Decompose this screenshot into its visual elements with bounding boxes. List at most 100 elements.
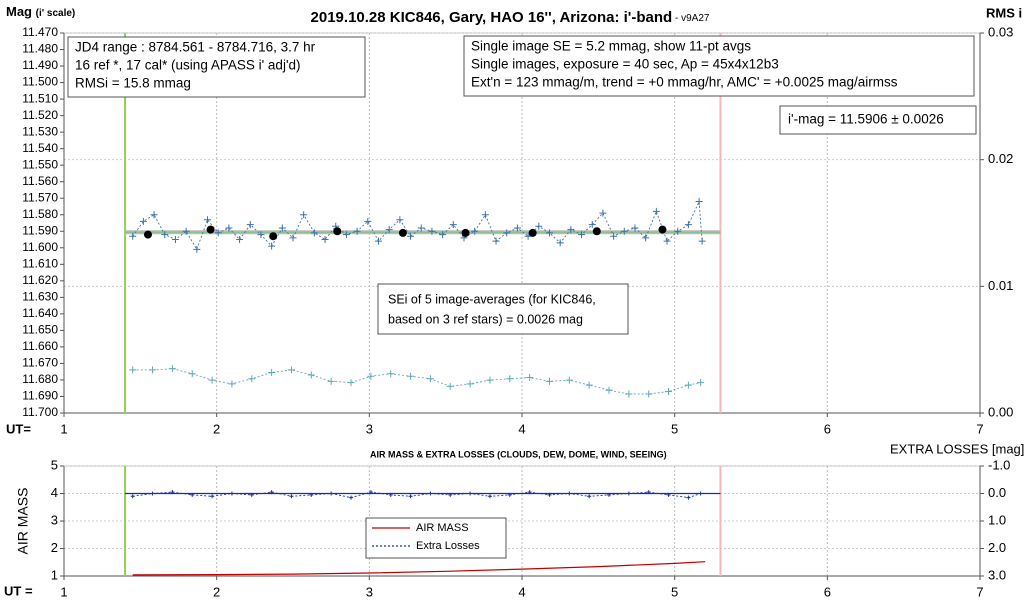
data-point bbox=[439, 231, 447, 239]
y-tick-label: 2 bbox=[51, 540, 58, 555]
data-point bbox=[684, 221, 692, 229]
data-point bbox=[171, 236, 179, 244]
data-point bbox=[599, 209, 607, 217]
data-point bbox=[695, 198, 703, 206]
data-point bbox=[289, 494, 294, 499]
data-point bbox=[129, 366, 137, 374]
data-point bbox=[607, 492, 612, 497]
data-point bbox=[236, 236, 244, 244]
average-point bbox=[658, 225, 667, 234]
data-point bbox=[625, 390, 633, 398]
x-tick-label: 2 bbox=[213, 421, 220, 436]
data-point bbox=[287, 366, 295, 374]
info-text: RMSi = 15.8 mmag bbox=[75, 76, 191, 91]
version-text: - v9A27 bbox=[672, 13, 710, 24]
x-tick-label: 7 bbox=[976, 421, 983, 436]
legend bbox=[365, 517, 507, 559]
data-point bbox=[567, 491, 572, 496]
data-point bbox=[149, 366, 157, 374]
data-point bbox=[193, 245, 201, 253]
data-point bbox=[428, 227, 436, 235]
data-point bbox=[407, 372, 415, 380]
data-point bbox=[269, 490, 274, 495]
x-tick-label: 7 bbox=[976, 584, 983, 599]
data-point bbox=[364, 217, 372, 225]
y-tick-label: 11.630 bbox=[22, 290, 58, 304]
data-point bbox=[385, 226, 393, 234]
y2-tick-label: 2.0 bbox=[988, 540, 1006, 555]
sei-text: SEi of 5 image-averages (for KIC846, bbox=[388, 292, 596, 306]
data-point bbox=[620, 227, 628, 235]
y-tick-label: 11.470 bbox=[22, 25, 58, 39]
data-point bbox=[309, 492, 314, 497]
data-point bbox=[471, 227, 479, 235]
data-point bbox=[396, 216, 404, 224]
data-point bbox=[353, 227, 361, 235]
info-text: Single images, exposure = 40 sec, Ap = 4… bbox=[471, 57, 779, 72]
info-text: Single image SE = 5.2 mmag, show 11-pt a… bbox=[471, 39, 751, 54]
x-axis-label: UT = bbox=[4, 583, 33, 598]
data-point bbox=[666, 492, 671, 497]
data-point bbox=[204, 216, 212, 224]
x-tick-label: 3 bbox=[366, 421, 373, 436]
data-point bbox=[374, 237, 382, 245]
data-point bbox=[246, 221, 254, 229]
y-tick-label: 11.500 bbox=[22, 75, 58, 89]
data-point bbox=[229, 491, 234, 496]
data-point bbox=[492, 237, 500, 245]
data-point bbox=[168, 365, 176, 373]
average-point bbox=[592, 227, 601, 236]
data-point bbox=[307, 371, 315, 379]
sei-text: based on 3 ref stars) = 0.0026 mag bbox=[388, 312, 583, 326]
x-tick-label: 2 bbox=[213, 584, 220, 599]
y2-tick-label: 1.0 bbox=[988, 512, 1006, 527]
data-point bbox=[567, 226, 575, 234]
data-point bbox=[228, 380, 236, 388]
data-point bbox=[268, 368, 276, 376]
y-tick-label: 11.670 bbox=[22, 356, 58, 370]
data-point bbox=[449, 221, 457, 229]
chart-title: AIR MASS & EXTRA LOSSES (CLOUDS, DEW, DO… bbox=[370, 449, 667, 459]
data-point bbox=[631, 224, 639, 232]
average-point bbox=[528, 228, 537, 237]
y-tick-label: 11.700 bbox=[22, 405, 58, 419]
data-point bbox=[642, 234, 650, 242]
data-point bbox=[684, 381, 692, 389]
y-tick-label: 11.680 bbox=[22, 372, 58, 386]
x-tick-label: 5 bbox=[671, 584, 678, 599]
y-tick-label: 11.520 bbox=[22, 108, 58, 122]
data-point bbox=[468, 491, 473, 496]
data-point bbox=[446, 382, 454, 390]
data-point bbox=[289, 234, 297, 242]
result-text: i'-mag = 11.5906 ± 0.0026 bbox=[788, 112, 944, 127]
y-tick-label: 5 bbox=[51, 457, 58, 472]
data-point bbox=[578, 231, 586, 239]
data-point bbox=[342, 231, 350, 239]
data-point bbox=[161, 231, 169, 239]
y-label-note: (i' scale) bbox=[36, 8, 76, 19]
data-point bbox=[486, 376, 494, 384]
series-line bbox=[132, 491, 701, 499]
data-point bbox=[565, 376, 573, 384]
data-point bbox=[527, 490, 532, 495]
info-text: 16 ref *, 17 cal* (using APASS i' adj'd) bbox=[75, 58, 301, 73]
data-point bbox=[368, 490, 373, 495]
legend-label: AIR MASS bbox=[416, 522, 469, 534]
y2-tick-label: 0.03 bbox=[988, 24, 1013, 39]
x-tick-label: 6 bbox=[824, 421, 831, 436]
data-point bbox=[588, 221, 596, 229]
data-point bbox=[663, 237, 671, 245]
data-point bbox=[327, 377, 335, 385]
y-tick-label: 11.480 bbox=[22, 42, 58, 56]
y-tick-label: 1 bbox=[51, 567, 58, 582]
x-tick-label: 3 bbox=[366, 584, 373, 599]
data-point bbox=[587, 494, 592, 499]
y2-tick-label: 3.0 bbox=[988, 567, 1006, 582]
y2-tick-label: 0.00 bbox=[988, 404, 1013, 419]
data-point bbox=[686, 495, 691, 500]
y-tick-label: 11.540 bbox=[22, 141, 58, 155]
data-point bbox=[556, 239, 564, 247]
y2-tick-label: -1.0 bbox=[988, 457, 1010, 472]
data-point bbox=[698, 237, 706, 245]
